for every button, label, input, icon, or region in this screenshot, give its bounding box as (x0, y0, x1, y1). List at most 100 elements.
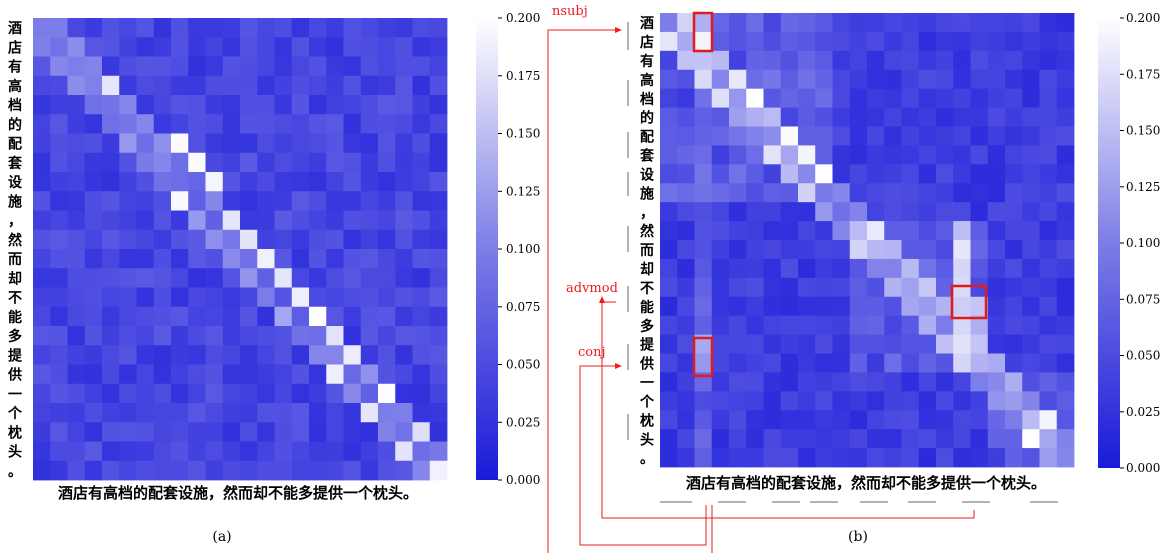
heatmap-a-cell (309, 229, 327, 250)
heatmap-b-cell (901, 145, 920, 165)
heatmap-b-cell (763, 31, 782, 52)
heatmap-b-cell (780, 183, 799, 203)
heatmap-b-cell (746, 221, 764, 241)
heatmap-a-cell (360, 114, 379, 134)
heatmap-a-cell (378, 152, 396, 173)
colorbar-tick-label: 0.075 (1126, 292, 1160, 306)
heatmap-b-cell (798, 240, 816, 260)
heatmap-a-cell (429, 403, 448, 423)
heatmap-b-cell (849, 31, 868, 52)
heatmap-a-cell (67, 364, 86, 385)
heatmap-b-cell (953, 277, 971, 298)
heatmap-a-row-labels: 酒店有高档的配套设施 ， 然而却不能多提供一个枕头。 (7, 21, 23, 480)
heatmap-a-cell (153, 114, 172, 134)
heatmap-b-cell (918, 145, 937, 165)
heatmap-b-cell (832, 13, 851, 33)
heatmap-b-cell (884, 50, 902, 71)
heatmap-b-cell (970, 334, 989, 354)
heatmap-b-cell (729, 240, 747, 260)
heatmap-a-cell (67, 403, 86, 423)
panel-label-b: (b) (848, 529, 868, 545)
heatmap-b-cell (694, 145, 713, 165)
heatmap-a-cell (205, 403, 224, 423)
heatmap-a-cell (102, 364, 120, 385)
heatmap-a-row-label: 酒 (8, 21, 22, 37)
heatmap-b-cell (729, 50, 747, 71)
heatmap-a-cell (153, 460, 172, 481)
heatmap-b-cell (987, 50, 1006, 71)
heatmap-a-cell (291, 326, 310, 346)
heatmap-a-cell (378, 326, 396, 346)
heatmap-a-cell (309, 152, 327, 173)
heatmap-b-cell (694, 277, 713, 298)
heatmap-b-row-label: 设 (640, 168, 655, 184)
heatmap-a-cell (257, 403, 275, 423)
heatmap-a-cell (257, 249, 275, 269)
heatmap-a-cell (274, 268, 293, 288)
heatmap-a-cell (50, 75, 68, 96)
heatmap-a-row-label: 一 (8, 387, 22, 403)
heatmap-b-cell (694, 429, 713, 449)
heatmap-a-cell (222, 383, 241, 404)
heatmap-a-cell (205, 56, 224, 77)
heatmap-a-cell (153, 383, 172, 404)
colorbar-b-gradient (1098, 18, 1120, 468)
heatmap-b-cell (763, 410, 782, 430)
heatmap-b-cell (694, 448, 713, 468)
heatmap-b-cell (780, 145, 799, 165)
heatmap-a-cell (257, 229, 275, 250)
heatmap-b-row-label: 枕 (640, 412, 654, 429)
heatmap-a-cell (240, 326, 258, 346)
heatmap-a-cell (360, 460, 379, 481)
heatmap-a-cell (102, 345, 120, 365)
heatmap-a-cell (291, 268, 310, 288)
heatmap-b-cell (1039, 221, 1058, 241)
heatmap-a-cell (360, 95, 379, 115)
heatmap-b-cell (798, 88, 816, 108)
heatmap-b-cell (694, 315, 713, 335)
heatmap-a-cell (291, 422, 310, 442)
heatmap-a-cell (412, 345, 431, 365)
heatmap-a-cell (50, 37, 68, 57)
heatmap-a-cell (205, 191, 224, 211)
heatmap-b-cell (1056, 296, 1075, 317)
heatmap-b-cell (953, 410, 971, 430)
heatmap-b-cell (1005, 391, 1023, 411)
heatmap-a-cell (222, 403, 241, 423)
heatmap-a-cell (50, 441, 68, 462)
heatmap-a-cell (222, 18, 241, 38)
heatmap-a-cell (136, 441, 155, 462)
heatmap-b-cell (763, 107, 782, 127)
heatmap-b-cell (884, 240, 902, 260)
heatmap-a-cell (67, 56, 86, 77)
heatmap-b-cell (849, 13, 868, 33)
heatmap-a-cell (291, 383, 310, 404)
heatmap-a-cell (153, 422, 172, 442)
heatmap-b-cell (867, 334, 885, 354)
heatmap-a-cell (240, 364, 258, 385)
heatmap-a-cell (360, 229, 379, 250)
heatmap-a-cell (84, 306, 103, 327)
heatmap-b-cell (987, 258, 1006, 279)
heatmap-a-cell (136, 403, 155, 423)
heatmap-b-cell (1022, 202, 1040, 222)
heatmap-b-cell (884, 391, 902, 411)
heatmap-b-cell (918, 448, 937, 468)
heatmap-a-cell (33, 441, 51, 462)
heatmap-b-cell (1022, 88, 1040, 108)
heatmap-b-cell (729, 353, 747, 373)
heatmap-a-cell (326, 75, 344, 96)
heatmap-a-cell (67, 306, 86, 327)
heatmap-a-row-label: 店 (8, 39, 22, 56)
heatmap-b-cell (936, 372, 954, 392)
heatmap-b-cell (867, 202, 885, 222)
heatmap-b-cell (987, 202, 1006, 222)
colorbar-tick-label: 0.150 (506, 127, 540, 141)
heatmap-a-cell (67, 172, 86, 192)
heatmap-b-cell (746, 296, 764, 317)
heatmap-a-cell (171, 95, 189, 115)
heatmap-a-cell (291, 172, 310, 192)
heatmap-b-cell (918, 410, 937, 430)
heatmap-b-cell (711, 391, 730, 411)
heatmap-a-cell (378, 172, 396, 192)
